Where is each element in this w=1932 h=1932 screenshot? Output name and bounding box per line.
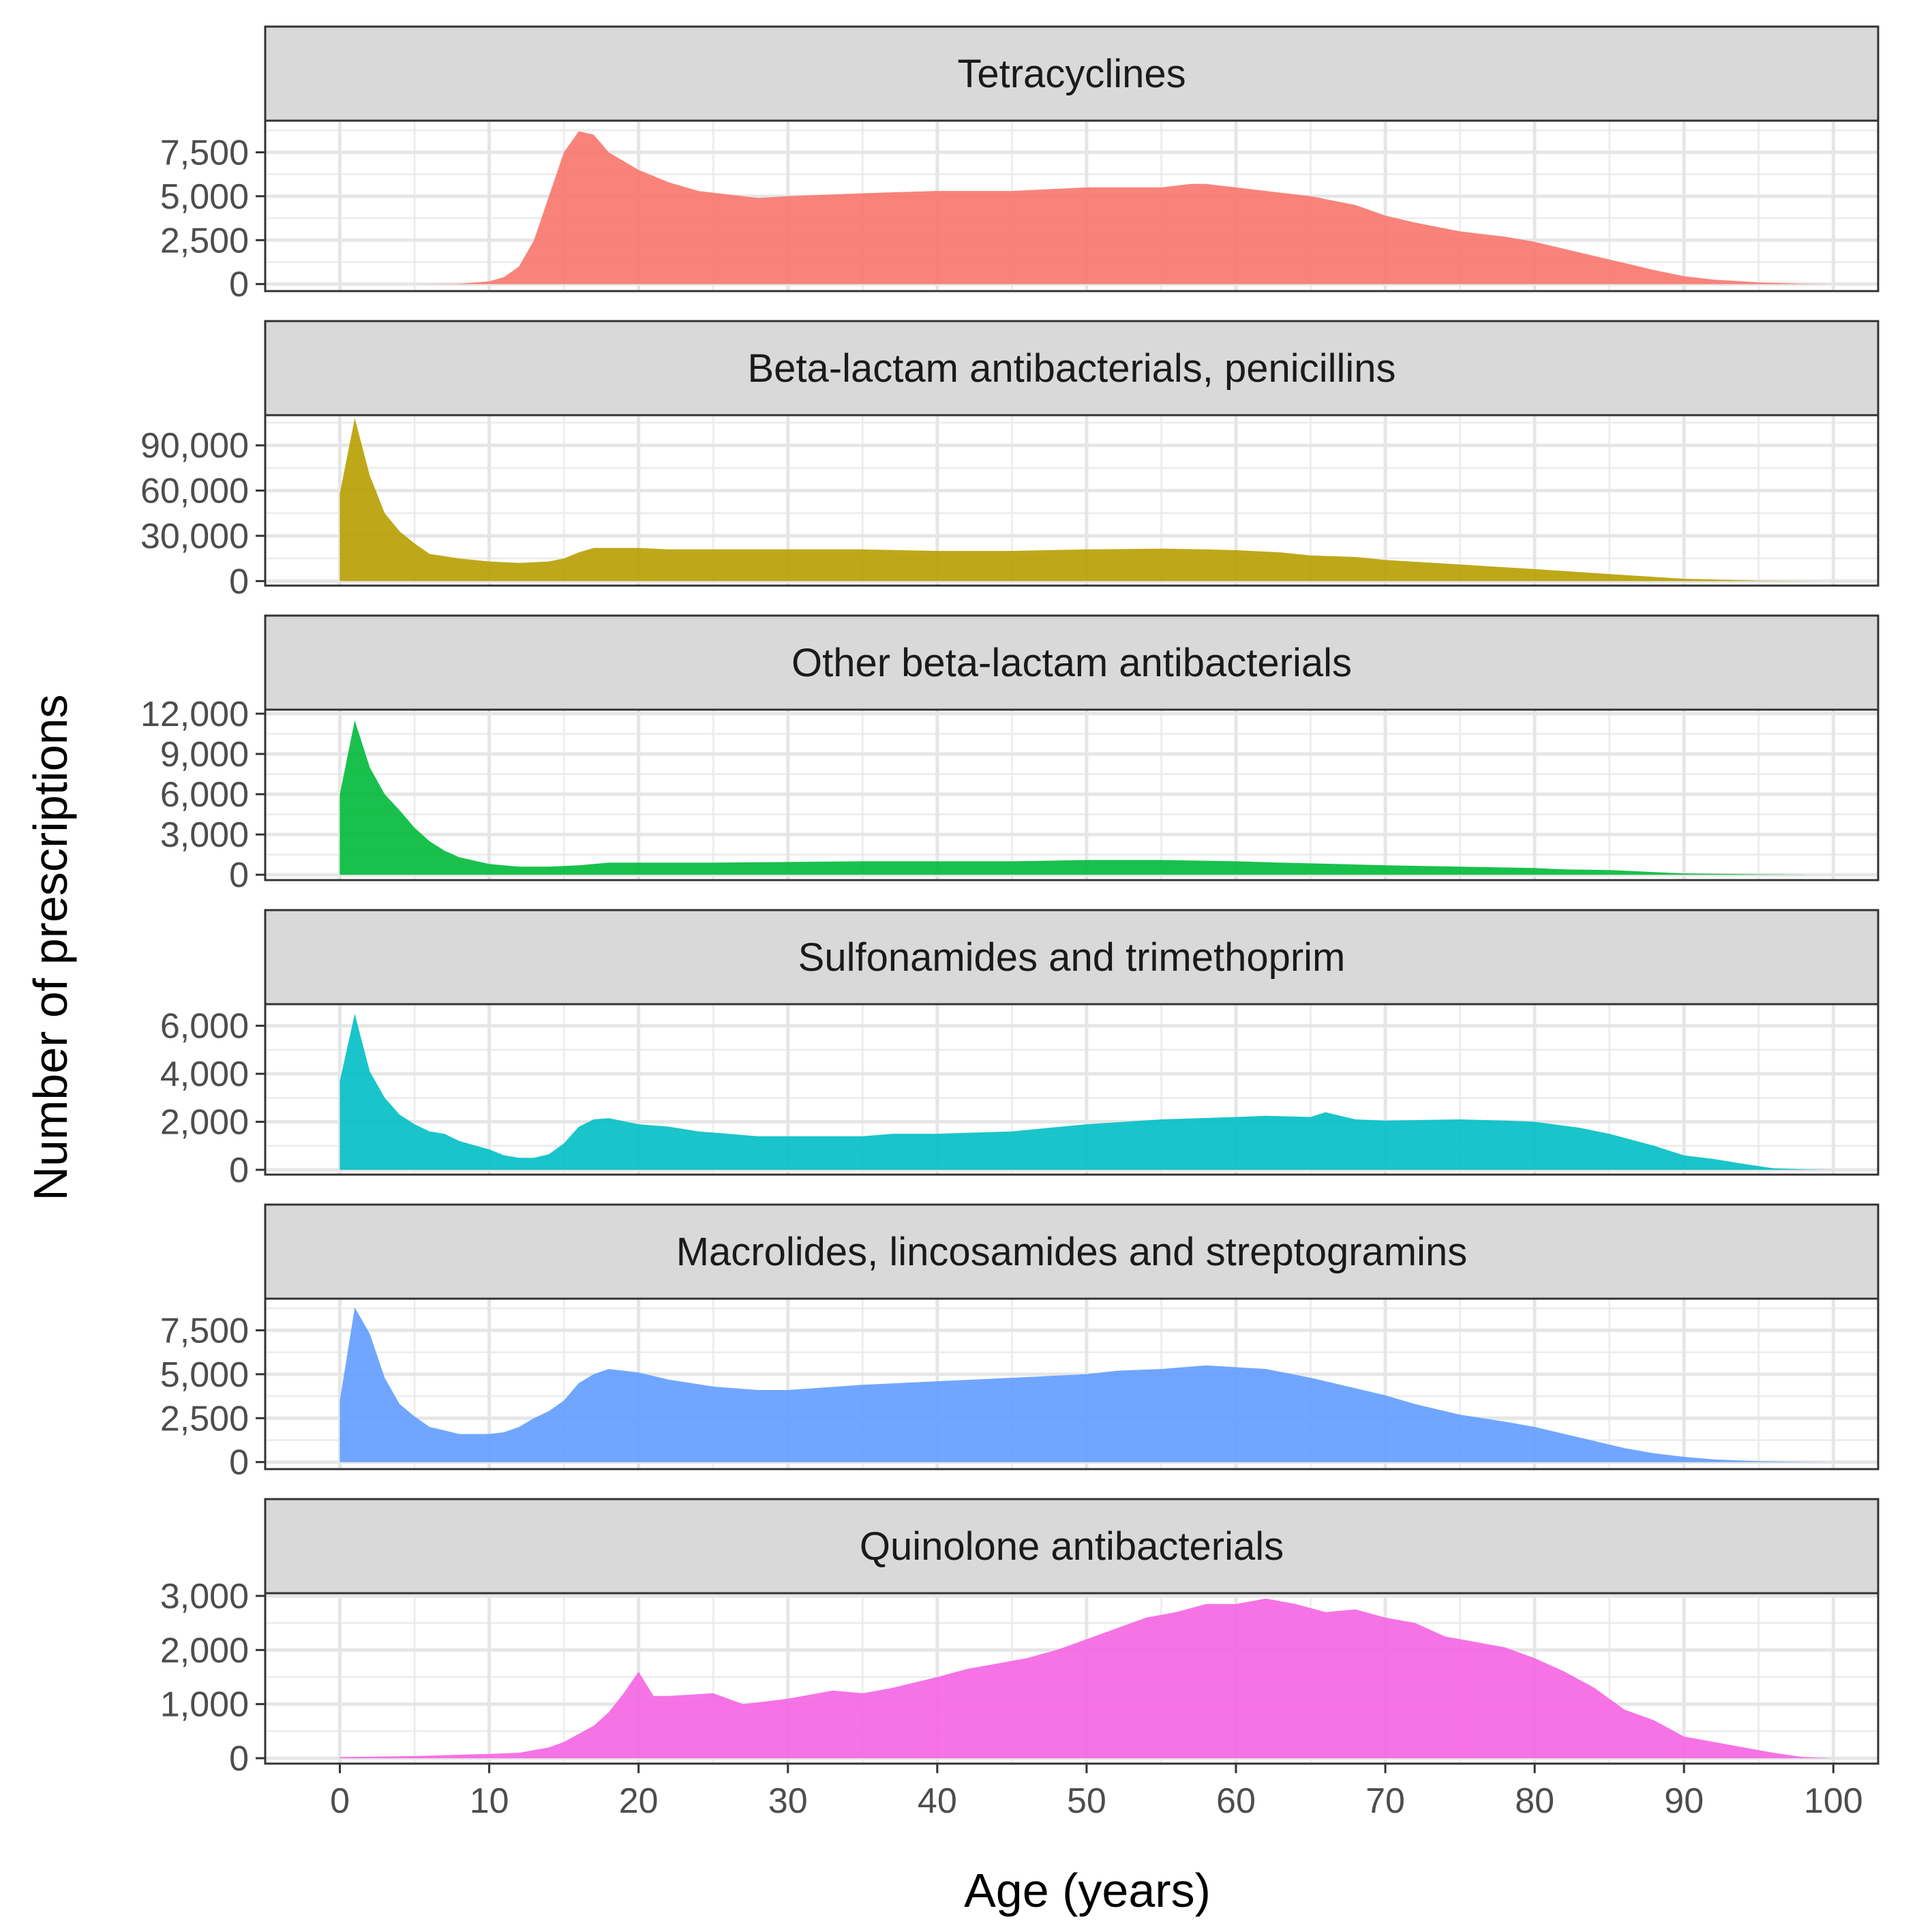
facet-title: Macrolides, lincosamides and streptogram… <box>676 1230 1468 1274</box>
facet-strip <box>264 25 1880 122</box>
area-series <box>339 1598 1834 1759</box>
y-tick-label: 4,000 <box>160 1055 249 1094</box>
facet-panel: Tetracyclines 0 2,500 5,000 7,500 <box>160 25 1880 305</box>
x-tick-label: 90 <box>1664 1781 1704 1821</box>
x-tick-label: 30 <box>768 1781 808 1821</box>
y-axis-title: Number of prescriptions <box>24 694 77 1201</box>
y-tick-label: 0 <box>229 265 249 305</box>
y-tick-label: 1,000 <box>160 1685 249 1725</box>
x-tick-label: 20 <box>619 1781 659 1821</box>
facet-panel: Other beta-lactam antibacterials 03,0006,… <box>140 614 1880 895</box>
x-tick-label: 40 <box>918 1781 957 1821</box>
y-tick-label: 3,000 <box>160 1577 249 1616</box>
y-tick-label: 12,000 <box>140 695 249 734</box>
y-tick-label: 5,000 <box>160 177 249 217</box>
panel-border <box>264 1592 1880 1765</box>
y-tick-label: 3,000 <box>160 815 249 855</box>
facet-panel: Sulfonamides and trimethoprim 0 2,000 4,000… <box>160 909 1880 1190</box>
y-tick-label: 2,000 <box>160 1103 249 1143</box>
y-tick-label: 0 <box>229 562 249 601</box>
facet-panel: Beta-lactam antibacterials, penicillins 0… <box>140 320 1880 601</box>
y-tick-label: 90,000 <box>140 426 249 466</box>
y-tick-label: 7,500 <box>160 1311 249 1350</box>
y-tick-label: 0 <box>229 1151 249 1190</box>
x-axis: 0 10 20 30 40 50 60 70 80 90 100 <box>330 1764 1863 1821</box>
y-tick-label: 2,000 <box>160 1631 249 1670</box>
panel-border <box>264 1003 1880 1176</box>
facet-strip <box>264 1498 1880 1595</box>
y-tick-label: 6,000 <box>160 1007 249 1046</box>
facet-title: Other beta-lactam antibacterials <box>791 641 1352 685</box>
x-tick-label: 100 <box>1804 1781 1863 1821</box>
y-tick-label: 0 <box>229 1739 249 1779</box>
facet-strip <box>264 1203 1880 1300</box>
area-series <box>339 131 1834 284</box>
x-tick-label: 80 <box>1515 1781 1554 1821</box>
area-series <box>339 1307 1834 1462</box>
x-tick-label: 10 <box>470 1781 509 1821</box>
area-series <box>339 418 1834 582</box>
facet-title: Sulfonamides and trimethoprim <box>798 935 1346 980</box>
panel-border <box>264 1297 1880 1470</box>
panel-border <box>264 414 1880 587</box>
y-tick-label: 0 <box>229 856 249 895</box>
x-tick-label: 60 <box>1216 1781 1256 1821</box>
y-tick-label: 6,000 <box>160 775 249 815</box>
facet-title: Tetracyclines <box>957 52 1186 96</box>
y-tick-label: 60,000 <box>140 472 249 511</box>
facet-panel: Quinolone antibacterials 0 1,000 2,000 3,000 <box>160 1498 1880 1779</box>
x-tick-label: 0 <box>330 1781 350 1821</box>
panel-border <box>264 119 1880 292</box>
area-series <box>339 1014 1834 1170</box>
y-tick-label: 7,500 <box>160 133 249 172</box>
facet-panel: Macrolides, lincosamides and streptogram… <box>160 1203 1880 1483</box>
y-tick-label: 5,000 <box>160 1355 249 1395</box>
facet-strip <box>264 320 1880 417</box>
y-tick-label: 2,500 <box>160 221 249 260</box>
x-axis-title: Age (years) <box>964 1864 1211 1917</box>
y-tick-label: 2,500 <box>160 1399 249 1438</box>
y-tick-label: 30,000 <box>140 517 249 556</box>
facet-title: Quinolone antibacterials <box>860 1524 1284 1569</box>
y-tick-label: 9,000 <box>160 735 249 774</box>
x-tick-label: 50 <box>1067 1781 1106 1821</box>
x-tick-label: 70 <box>1365 1781 1405 1821</box>
facet-title: Beta-lactam antibacterials, penicillins <box>748 346 1396 391</box>
y-tick-label: 0 <box>229 1443 249 1483</box>
facet-strip <box>264 909 1880 1006</box>
